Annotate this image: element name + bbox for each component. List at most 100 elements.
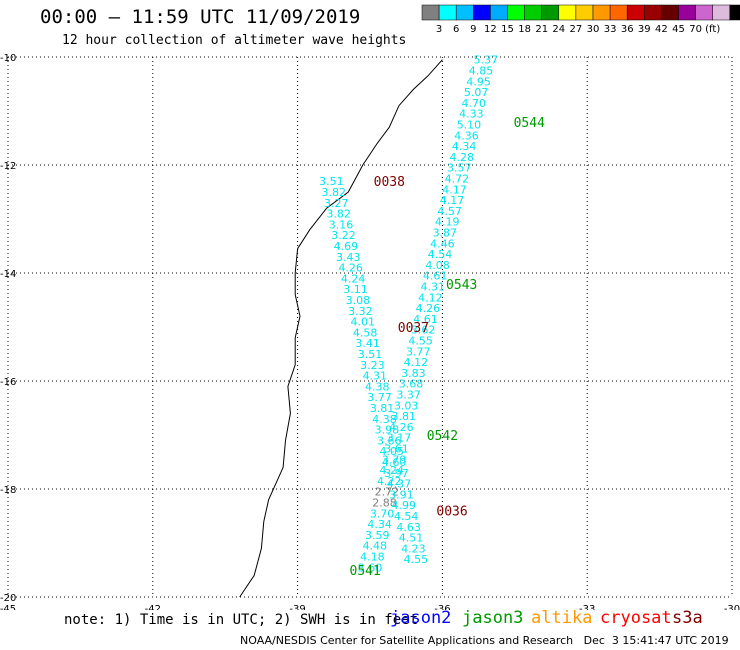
data-point-label: 4.24 (341, 272, 366, 285)
data-point-label: 5.07 (464, 86, 489, 99)
data-point-label: 4.60 (382, 456, 407, 469)
data-point-label: 4.38 (365, 380, 390, 393)
track-time-label: 0037 (398, 321, 429, 336)
colorbar-label: 45 (672, 24, 685, 35)
data-point-label: 3.08 (346, 294, 371, 307)
data-point-label: 2.72 (375, 486, 400, 499)
y-tick-label: -10 (0, 53, 16, 64)
data-point-label: 4.01 (351, 316, 376, 329)
data-point-label: 3.57 (447, 162, 472, 175)
x-tick-label: -45 (0, 604, 16, 610)
track-time-label: 0038 (374, 175, 405, 190)
colorbar-label: 39 (638, 24, 651, 35)
data-point-label: 4.63 (396, 521, 421, 534)
data-point-label: 4.72 (445, 173, 470, 186)
colorbar-label: 36 (621, 24, 634, 35)
colorbar-label: 30 (587, 24, 600, 35)
data-point-label: 3.27 (324, 197, 349, 210)
y-tick-label: -18 (0, 485, 16, 496)
track-time-label: 0036 (436, 505, 467, 520)
data-point-label: 4.55 (408, 335, 433, 348)
data-point-label: 3.23 (360, 359, 385, 372)
data-point-label: 4.34 (452, 140, 477, 153)
colorbar-label: 18 (518, 24, 531, 35)
data-point-label: 3.60 (358, 561, 383, 574)
data-point-label: 4.55 (404, 553, 429, 566)
data-point-label: 3.22 (331, 229, 356, 242)
data-point-label: 3.81 (392, 410, 417, 423)
data-point-label: 4.38 (372, 413, 397, 426)
data-point-label: 4.18 (360, 551, 385, 564)
data-point-label: 4.37 (387, 478, 412, 491)
x-tick-label: -39 (289, 604, 305, 610)
data-point-label: 3.82 (326, 208, 351, 221)
data-point-label: 3.70 (370, 507, 395, 520)
data-point-label: 4.08 (425, 259, 450, 272)
data-point-label: 4.61 (423, 270, 448, 283)
data-point-label: 3.37 (396, 389, 421, 402)
data-point-label: 4.46 (430, 237, 455, 250)
colorbar-label: 15 (501, 24, 514, 35)
data-point-label: 4.70 (462, 97, 487, 110)
data-point-label: 4.05 (379, 445, 404, 458)
colorbar-label: 21 (535, 24, 548, 35)
legend-jason3: jason3 (462, 608, 524, 628)
chart-title: 00:00 – 11:59 UTC 11/09/2019 (40, 6, 361, 28)
x-tick-label: -33 (579, 604, 595, 610)
data-point-label: 3.68 (399, 378, 424, 391)
data-point-label: 4.69 (334, 240, 359, 253)
data-point-label: 4.58 (353, 326, 378, 339)
data-point-label: 3.87 (433, 227, 458, 240)
y-tick-label: -14 (0, 269, 16, 280)
colorbar-label: 33 (604, 24, 617, 35)
colorbar-label: 70 (689, 24, 702, 35)
data-point-label: 4.85 (469, 65, 494, 78)
altimeter-plot: -45 -42 -39 -36 -33 -30 -10 -12 -14 -16 -18 -20 5.37… (0, 53, 740, 610)
data-point-label: 3.51 (358, 348, 383, 361)
colorbar-label: 9 (470, 24, 476, 35)
track-time-label: 0543 (446, 278, 477, 293)
data-point-label: 4.57 (437, 205, 462, 218)
data-point-label: 4.17 (440, 194, 465, 207)
data-point-label: 4.28 (449, 151, 474, 164)
colorbar-label: 3 (436, 24, 442, 35)
legend-cryosat: cryosat (600, 608, 672, 628)
data-point-label: 3.32 (348, 305, 373, 318)
data-point-label: 4.51 (399, 532, 424, 545)
data-point-label: 3.66 (377, 434, 402, 447)
data-point-label: 3.79 (382, 453, 407, 466)
x-tick-label: -42 (145, 604, 161, 610)
coastline (239, 59, 443, 598)
colorbar-label: 24 (552, 24, 565, 35)
data-point-label: 3.77 (406, 345, 431, 358)
data-point-label: 3.77 (367, 391, 392, 404)
footer-credit: NOAA/NESDIS Center for Satellite Applica… (240, 634, 729, 647)
data-point-label: 3.41 (355, 337, 380, 350)
legend-jason2: jason2 (390, 608, 452, 628)
x-tick-label: -36 (434, 604, 450, 610)
colorbar-label: (ft) (705, 24, 720, 35)
data-point-label: 3.82 (322, 186, 347, 199)
data-point-label: 4.17 (442, 183, 467, 196)
data-point-label: 3.91 (389, 488, 414, 501)
chart-subtitle: 12 hour collection of altimeter wave hei… (62, 33, 407, 48)
data-point-label: 3.16 (329, 218, 354, 231)
data-point-label: 4.12 (404, 356, 429, 369)
data-point-label: 4.22 (377, 475, 402, 488)
data-point-label: 3.81 (370, 402, 395, 415)
data-point-label: 4.54 (394, 510, 419, 523)
colorbar-label: 27 (570, 24, 583, 35)
y-tick-label: -20 (0, 593, 16, 604)
colorbar-swatch (729, 4, 740, 21)
data-point-label: 3.61 (384, 443, 409, 456)
data-point-label: 3.11 (343, 283, 368, 296)
track-time-label: 0544 (514, 116, 545, 131)
data-point-label: 4.33 (459, 108, 484, 121)
data-point-label: 3.62 (411, 324, 436, 337)
data-point-label: 3.59 (365, 529, 390, 542)
data-point-label: 3.97 (384, 467, 409, 480)
data-point-label: 4.31 (420, 281, 445, 294)
data-point-label: 4.12 (418, 291, 443, 304)
data-point-label: 4.48 (363, 540, 388, 553)
colorbar-label: 42 (655, 24, 668, 35)
